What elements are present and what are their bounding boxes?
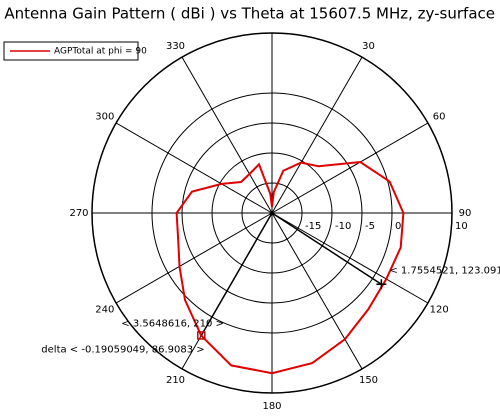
- r-tick-label: 10: [455, 221, 468, 232]
- theta-tick-label: 150: [359, 375, 378, 386]
- grid-ring: [91, 32, 453, 394]
- theta-tick-label: 180: [262, 401, 281, 412]
- legend-box: [3, 41, 139, 61]
- legend-label: AGPTotal at phi = 90: [54, 47, 147, 57]
- marker-square: [197, 331, 206, 340]
- grid-ring: [241, 182, 303, 244]
- chart-title: Antenna Gain Pattern ( dBi ) vs Theta at…: [4, 5, 495, 23]
- r-tick-label: -15: [305, 221, 321, 232]
- grid-ring: [211, 152, 333, 274]
- theta-tick-label: 330: [166, 41, 185, 52]
- theta-tick-label: 270: [69, 208, 88, 219]
- delta-label: delta < -0.19059049, 86.9083 >: [41, 344, 204, 355]
- gain-curve: [175, 160, 405, 375]
- marker-line: [200, 212, 273, 336]
- theta-tick-label: 300: [95, 112, 114, 123]
- grid-ring: [151, 92, 393, 334]
- r-tick-label: -5: [365, 221, 375, 232]
- marker-label: < 3.5648616, 210 >: [121, 318, 224, 329]
- theta-tick-label: 30: [362, 41, 375, 52]
- theta-tick-label: 90: [459, 208, 472, 219]
- marker-line: [271, 212, 382, 285]
- theta-tick-label: 210: [166, 375, 185, 386]
- theta-tick-label: 120: [430, 305, 449, 316]
- marker-plus: [376, 279, 387, 290]
- theta-tick-label: 240: [95, 305, 114, 316]
- r-tick-label: 0: [395, 221, 401, 232]
- r-tick-label: -10: [335, 221, 351, 232]
- marker-label: < 1.7554521, 123.0917 >: [389, 265, 500, 276]
- grid-ring: [181, 122, 363, 304]
- theta-tick-label: 60: [433, 112, 446, 123]
